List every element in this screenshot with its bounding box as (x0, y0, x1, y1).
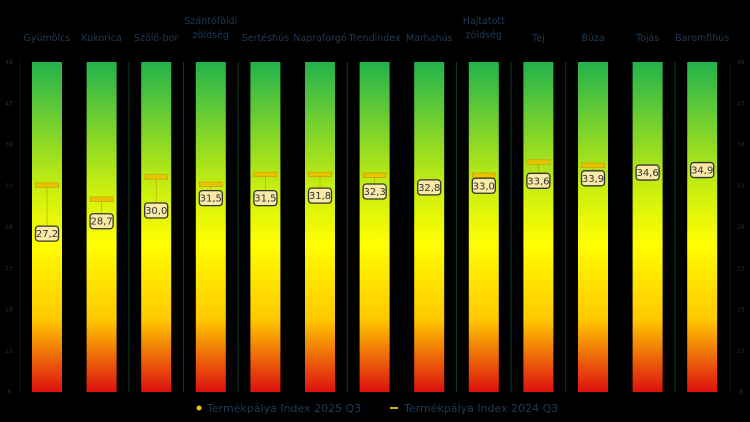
category-label: Marhahús (406, 33, 453, 44)
legend-2025-marker (196, 405, 202, 411)
category-label: Trendindex (348, 33, 401, 44)
y-tick-left: 13 (5, 348, 13, 355)
value-label-box-2025 (34, 225, 60, 242)
marker-2024 (526, 159, 551, 165)
gradient-bar (195, 62, 226, 392)
category-group: Hajtatott zöldség 33,0 (463, 16, 505, 392)
value-label-box-2025 (635, 164, 660, 181)
marker-2024 (471, 172, 496, 178)
value-label-2025: 30,0 (145, 206, 167, 217)
value-label-2025: 33,6 (527, 176, 549, 187)
y-tick-right: 48 (737, 59, 745, 66)
value-label-2025: 31,5 (200, 194, 222, 205)
marker-2024 (581, 162, 605, 168)
value-label-2025: 31,8 (309, 191, 331, 202)
y-tick-left: 28 (5, 224, 13, 231)
value-label-2025: 33,0 (473, 181, 495, 192)
gradient-bar (305, 62, 335, 392)
category-group: Sertéshús 31,5 (242, 33, 289, 392)
value-label-box-2025 (307, 187, 333, 204)
value-label-box-2025 (417, 179, 442, 196)
marker-2024 (89, 196, 114, 202)
marker-2024 (35, 182, 59, 188)
category-group: Tej 33,6 (523, 33, 554, 392)
category-label: Gyümölcs (24, 33, 71, 44)
y-tick-left: 43 (5, 100, 13, 107)
category-label: Tojás (635, 33, 659, 44)
gradient-bar (687, 62, 718, 392)
category-group: Gyümölcs 27,2 (24, 33, 71, 392)
gradient-bar (632, 62, 663, 392)
gradient-bar (523, 62, 554, 392)
y-tick-left: 8 (7, 389, 11, 396)
gradient-bar (578, 62, 608, 392)
category-label: Tej (531, 33, 545, 44)
category-group: Baromfihús 34,9 (675, 33, 729, 392)
category-label: zöldség (193, 30, 229, 41)
y-tick-right: 8 (739, 389, 743, 396)
value-label-2025: 34,6 (636, 168, 658, 179)
y-tick-right: 38 (737, 142, 745, 149)
value-label-2025: 34,9 (691, 166, 713, 177)
category-group: Napraforgó 31,8 (293, 33, 347, 392)
value-label-box-2025 (198, 189, 223, 207)
y-tick-left: 48 (5, 59, 13, 66)
category-label: Napraforgó (293, 33, 347, 44)
category-group: Búza 33,9 (578, 33, 608, 392)
y-tick-left: 33 (5, 183, 13, 190)
value-label-2025: 33,9 (582, 174, 604, 185)
legend-2025-label: Termékpálya Index 2025 Q3 (206, 402, 361, 415)
category-label: Hajtatott (463, 16, 505, 27)
category-group: Tojás 34,6 (632, 33, 663, 392)
category-group: Kukorica 28,7 (81, 33, 122, 392)
y-tick-left: 38 (5, 142, 13, 149)
marker-2024 (144, 174, 169, 180)
gradient-bar (359, 62, 390, 392)
marker-2024 (198, 181, 223, 187)
value-label-box-2025 (580, 170, 606, 187)
value-label-2025: 28,7 (90, 217, 112, 228)
y-tick-right: 28 (737, 224, 745, 231)
category-group: Marhahús 32,8 (406, 33, 453, 392)
marker-2024 (308, 171, 332, 178)
category-label: Baromfihús (675, 33, 729, 44)
value-label-box-2025 (690, 161, 715, 179)
category-label: zöldség (466, 30, 502, 41)
y-tick-left: 18 (5, 307, 13, 314)
legend-2024-label: Termékpálya Index 2024 Q3 (403, 402, 558, 415)
gradient-bar (468, 62, 499, 392)
value-label-box-2025 (144, 202, 169, 219)
value-label-2025: 32,8 (418, 183, 440, 194)
value-label-box-2025 (362, 183, 387, 200)
gradient-bar (141, 62, 172, 392)
y-tick-right: 18 (737, 307, 745, 314)
y-tick-right: 13 (737, 348, 745, 355)
value-label-box-2025 (471, 177, 496, 194)
category-group: Szántóföldi zöldség 31,5 (184, 16, 237, 392)
category-group: Szőlő-bor 30,0 (134, 33, 179, 392)
y-tick-right: 33 (737, 183, 745, 190)
category-label: Kukorica (81, 33, 121, 44)
marker-2024 (362, 172, 387, 178)
category-label: Szántóföldi (184, 16, 237, 27)
category-label: Szőlő-bor (134, 33, 179, 44)
gradient-bar (414, 62, 445, 392)
value-label-2025: 31,5 (254, 194, 276, 205)
y-tick-left: 23 (5, 265, 13, 272)
category-label: Sertéshús (242, 33, 289, 44)
value-label-box-2025 (526, 172, 551, 189)
category-label: Búza (581, 33, 604, 44)
value-label-2025: 32,3 (363, 187, 385, 198)
category-group: Trendindex 32,3 (348, 33, 401, 392)
value-label-2025: 27,2 (36, 229, 58, 240)
value-label-box-2025 (89, 213, 114, 230)
marker-2024 (253, 171, 278, 178)
gradient-bar (250, 62, 281, 392)
y-tick-right: 43 (737, 100, 745, 107)
y-tick-right: 23 (737, 265, 745, 272)
value-label-box-2025 (253, 189, 278, 207)
legend: Termékpálya Index 2025 Q3 Termékpálya In… (196, 402, 558, 415)
